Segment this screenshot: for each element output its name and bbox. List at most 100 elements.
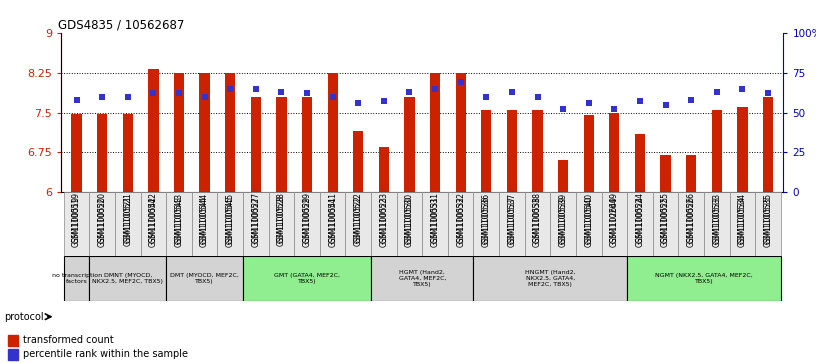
Bar [8,335,18,346]
Text: GSM1100529: GSM1100529 [303,192,312,243]
Point [531,94,544,99]
Bar [481,110,491,192]
Text: GSM1100531: GSM1100531 [431,196,440,246]
Bar [525,192,550,256]
Text: GSM1100532: GSM1100532 [456,192,465,243]
Bar [149,69,158,192]
Text: GSM1100535: GSM1100535 [764,196,773,247]
Text: percentile rank within the sample: percentile rank within the sample [23,349,188,359]
Bar [550,192,576,256]
Text: GSM1100537: GSM1100537 [508,196,517,247]
Point [761,90,774,96]
Bar [166,256,243,301]
Bar [532,110,543,192]
Bar [122,114,133,192]
Point [172,90,185,96]
Point [403,89,416,95]
Text: transformed count: transformed count [23,335,113,345]
Text: GMT (GATA4, MEF2C,
TBX5): GMT (GATA4, MEF2C, TBX5) [274,273,340,284]
Bar [90,192,115,256]
Bar [192,192,217,256]
Text: GSM1100541: GSM1100541 [328,192,337,243]
Text: GSM1100526: GSM1100526 [687,196,696,246]
Text: GSM1100542: GSM1100542 [149,192,157,243]
Text: GSM1100522: GSM1100522 [354,196,363,246]
Text: protocol: protocol [4,312,44,322]
Bar [628,192,653,256]
Text: GSM1100520: GSM1100520 [98,196,107,246]
Bar [217,192,243,256]
Bar [712,110,722,192]
Text: GSM1100524: GSM1100524 [636,196,645,246]
Bar [302,97,313,192]
Bar [448,192,473,256]
Text: GSM1100534: GSM1100534 [738,192,747,244]
Text: GSM1100527: GSM1100527 [251,192,260,243]
Text: GSM1100545: GSM1100545 [226,192,235,244]
Bar [251,97,261,192]
Point [326,94,339,99]
Point [736,86,749,91]
Text: DMT (MYOCD, MEF2C,
TBX5): DMT (MYOCD, MEF2C, TBX5) [171,273,239,284]
Bar [353,131,363,192]
Text: GSM1100520: GSM1100520 [98,192,107,243]
Text: GSM1100527: GSM1100527 [251,196,260,246]
Text: NGMT (NKX2.5, GATA4, MEF2C,
TBX5): NGMT (NKX2.5, GATA4, MEF2C, TBX5) [655,273,753,284]
Text: GSM1100531: GSM1100531 [431,192,440,243]
Bar [763,97,773,192]
Text: GSM1100521: GSM1100521 [123,192,132,243]
Bar [345,192,371,256]
Text: GSM1100544: GSM1100544 [200,192,209,244]
Bar [635,134,645,192]
Bar [499,192,525,256]
Point [557,106,570,112]
Bar [295,192,320,256]
Text: GSM1100540: GSM1100540 [584,196,593,247]
Text: GSM1100530: GSM1100530 [405,196,414,247]
Text: GSM1100528: GSM1100528 [277,192,286,243]
Text: GSM1100545: GSM1100545 [226,196,235,247]
Bar [97,114,107,192]
Text: GSM1100536: GSM1100536 [481,196,490,247]
Point [710,89,723,95]
Text: GSM1100539: GSM1100539 [559,192,568,244]
Text: GSM1102649: GSM1102649 [610,196,619,246]
Text: GSM1100543: GSM1100543 [175,196,184,247]
Point [122,94,135,99]
Bar [430,73,440,192]
Bar [243,192,268,256]
Bar [558,160,568,192]
Point [608,106,621,112]
Text: GSM1100539: GSM1100539 [559,196,568,247]
Bar [405,97,415,192]
Bar [423,192,448,256]
Text: GSM1100538: GSM1100538 [533,192,542,243]
Text: GSM1100540: GSM1100540 [584,192,593,244]
Bar [166,192,192,256]
Text: GSM1100537: GSM1100537 [508,192,517,244]
Point [377,98,390,104]
Text: GDS4835 / 10562687: GDS4835 / 10562687 [58,19,184,32]
Bar [64,256,90,301]
Bar [678,192,704,256]
Text: GSM1100542: GSM1100542 [149,196,157,246]
Point [275,89,288,95]
Text: GSM1100544: GSM1100544 [200,196,209,247]
Text: GSM1100525: GSM1100525 [661,196,670,246]
Text: GSM1100523: GSM1100523 [379,192,388,243]
Point [95,94,109,99]
Bar [653,192,678,256]
Text: GSM1100532: GSM1100532 [456,196,465,246]
Bar [397,192,422,256]
Bar [320,192,345,256]
Point [685,97,698,103]
Bar [473,256,628,301]
Bar [730,192,755,256]
Bar [660,155,671,192]
Bar [576,192,601,256]
Text: GSM1100525: GSM1100525 [661,192,670,243]
Bar [72,114,82,192]
Text: GSM1100523: GSM1100523 [379,196,388,246]
Text: HNGMT (Hand2,
NKX2.5, GATA4,
MEF2C, TBX5): HNGMT (Hand2, NKX2.5, GATA4, MEF2C, TBX5… [525,270,575,287]
Bar [610,113,619,192]
